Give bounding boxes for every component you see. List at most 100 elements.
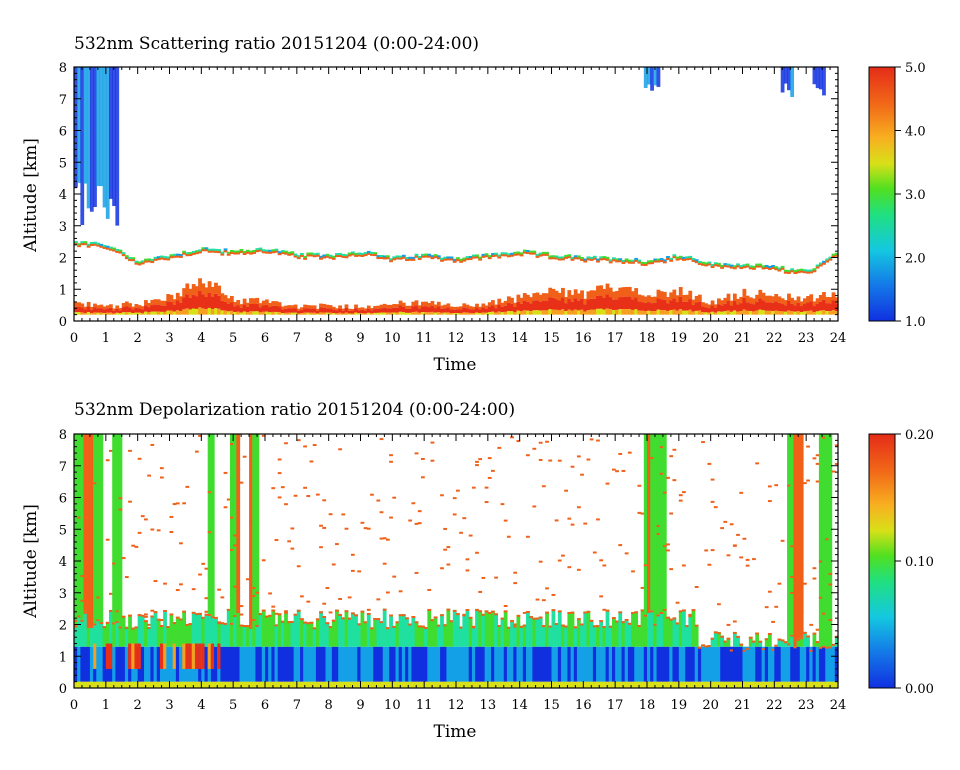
heatmap-cell (818, 262, 823, 266)
heatmap-cell (109, 592, 113, 595)
heatmap-cell (306, 305, 311, 309)
heatmap-cell (440, 259, 444, 262)
heatmap-cell (538, 616, 543, 647)
heatmap-cell (503, 610, 508, 613)
heatmap-cell (516, 614, 521, 647)
heatmap-cell (602, 288, 607, 298)
heatmap-cell (446, 256, 451, 260)
heatmap-cell (545, 440, 549, 443)
heatmap-cell (659, 446, 664, 449)
heatmap-cell (385, 308, 390, 313)
heatmap-cell (675, 258, 680, 261)
heatmap-cell (475, 608, 479, 611)
heatmap-cell (382, 646, 387, 682)
heatmap-cell (656, 67, 661, 87)
heatmap-cell (818, 310, 823, 315)
heatmap-cell (570, 294, 575, 302)
heatmap-cell (268, 307, 272, 313)
heatmap-cell (564, 681, 569, 688)
heatmap-cell (115, 248, 120, 252)
heatmap-cell (802, 304, 807, 312)
heatmap-cell (287, 251, 292, 255)
heatmap-cell (249, 626, 253, 647)
heatmap-cell (405, 259, 409, 262)
heatmap-cell (134, 260, 139, 264)
heatmap-cell (229, 622, 234, 625)
heatmap-cell (312, 305, 317, 309)
heatmap-cell (389, 304, 393, 309)
heatmap-cell (478, 309, 483, 314)
heatmap-cell (701, 441, 705, 444)
heatmap-cell (261, 609, 266, 647)
heatmap-cell (433, 304, 438, 309)
heatmap-cell (576, 568, 581, 571)
heatmap-cell (109, 248, 113, 251)
heatmap-cell (443, 304, 448, 309)
heatmap-cell (217, 251, 222, 254)
heatmap-cell (468, 681, 473, 688)
heatmap-cell (258, 646, 263, 682)
heatmap-cell (583, 258, 588, 262)
heatmap-cell (621, 296, 626, 310)
x-tick-label: 1 (102, 698, 110, 713)
heatmap-cell (277, 613, 282, 616)
heatmap-cell (761, 267, 766, 270)
heatmap-cell (828, 646, 833, 649)
heatmap-cell (268, 646, 272, 682)
heatmap-cell (194, 613, 199, 647)
heatmap-cell (105, 247, 110, 250)
heatmap-cell (780, 681, 785, 688)
heatmap-cell (666, 549, 670, 552)
heatmap-cell (624, 260, 629, 263)
heatmap-cell (255, 248, 260, 252)
heatmap-cell (112, 308, 116, 311)
heatmap-cell (239, 681, 244, 688)
heatmap-cell (500, 617, 505, 647)
heatmap-cell (239, 307, 244, 313)
heatmap-cell (373, 618, 378, 621)
heatmap-cell (194, 286, 199, 297)
heatmap-cell (522, 624, 527, 647)
heatmap-cell (379, 537, 384, 540)
heatmap-cell (456, 309, 460, 314)
heatmap-cell (389, 312, 393, 315)
heatmap-cell (510, 303, 514, 312)
heatmap-cell (586, 256, 591, 260)
heatmap-cell (682, 609, 686, 647)
heatmap-cell (268, 614, 272, 617)
heatmap-cell (284, 610, 288, 613)
heatmap-cell (322, 602, 327, 605)
heatmap-cell (787, 269, 791, 273)
heatmap-cell (109, 246, 113, 250)
heatmap-cell (217, 285, 222, 296)
heatmap-cell (144, 615, 148, 618)
heatmap-cell (118, 626, 123, 629)
heatmap-cell (440, 646, 444, 682)
heatmap-cell (408, 256, 413, 260)
heatmap-cell (261, 681, 266, 688)
heatmap-cell (771, 310, 775, 315)
heatmap-cell (713, 631, 718, 647)
heatmap-cell (631, 259, 635, 263)
heatmap-cell (672, 617, 677, 620)
heatmap-cell (354, 681, 358, 688)
heatmap-cell (80, 575, 85, 578)
heatmap-cell (659, 291, 664, 300)
heatmap-cell (659, 611, 664, 647)
heatmap-cell (701, 302, 705, 307)
heatmap-cell (516, 440, 521, 443)
heatmap-cell (831, 300, 836, 311)
heatmap-cell (277, 306, 282, 313)
heatmap-cell (554, 623, 559, 647)
heatmap-cell (223, 646, 228, 682)
heatmap-cell (697, 646, 702, 682)
heatmap-cell (624, 618, 629, 647)
heatmap-cell (815, 298, 820, 305)
heatmap-cell (207, 491, 212, 494)
heatmap-cell (261, 251, 266, 254)
x-tick-label: 4 (197, 698, 205, 713)
heatmap-cell (701, 261, 705, 265)
heatmap-cell (118, 310, 123, 314)
heatmap-cell (105, 459, 110, 462)
heatmap-cell (338, 448, 342, 451)
